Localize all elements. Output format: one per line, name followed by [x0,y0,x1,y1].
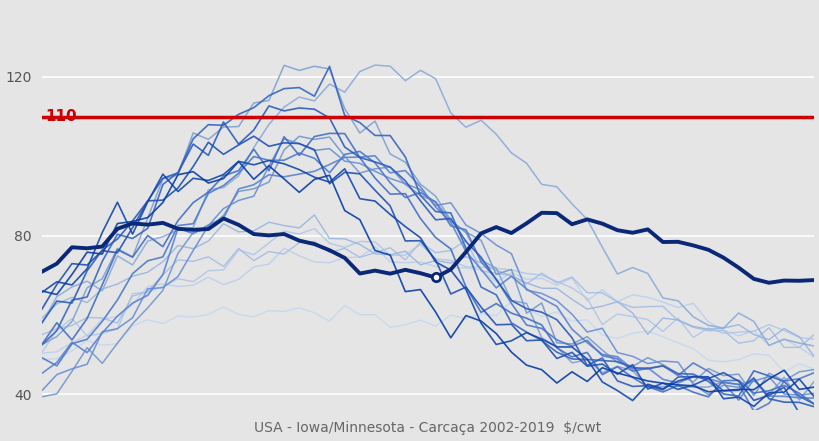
Text: 110: 110 [46,109,77,124]
X-axis label: USA - Iowa/Minnesota - Carcaça 2002-2019  $/cwt: USA - Iowa/Minnesota - Carcaça 2002-2019… [254,422,601,435]
